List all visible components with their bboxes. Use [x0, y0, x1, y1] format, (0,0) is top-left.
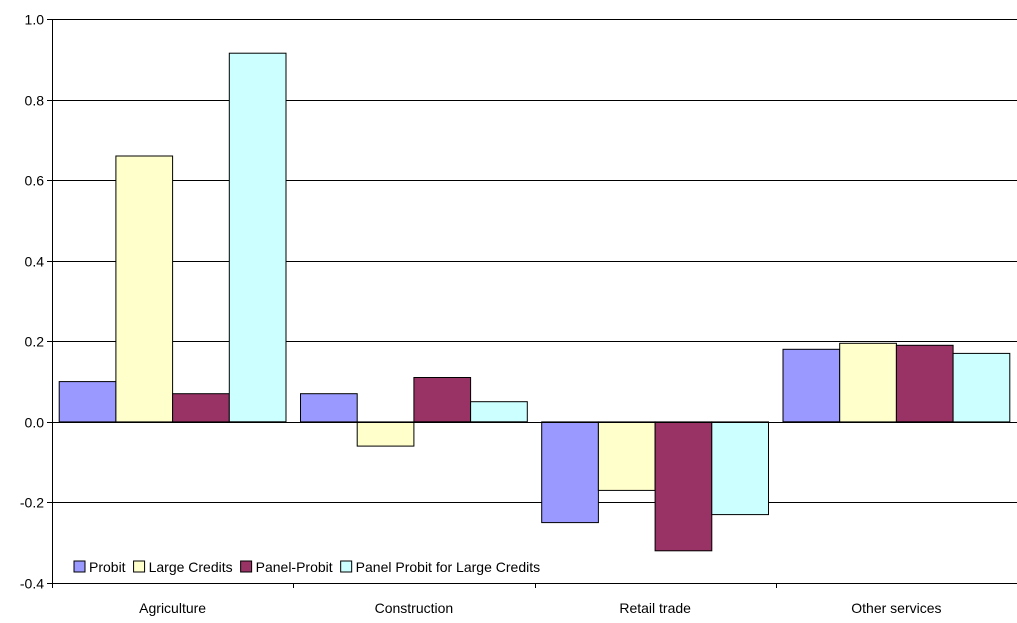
y-tick-label: 1.0	[25, 12, 45, 28]
bars	[58, 52, 1011, 552]
x-tick-label: Retail trade	[619, 600, 691, 616]
bar	[470, 401, 528, 423]
bar	[356, 421, 415, 447]
gridlines	[52, 19, 1017, 584]
bar	[654, 421, 713, 552]
bar	[839, 342, 897, 423]
legend-swatch	[73, 560, 86, 573]
bar	[782, 348, 841, 423]
bar	[115, 155, 174, 423]
legend-label: Probit	[89, 559, 126, 575]
bar	[895, 344, 954, 423]
x-tick-label: Agriculture	[139, 600, 206, 616]
y-tick-label: 0.0	[25, 415, 45, 431]
y-tick-label: -0.2	[20, 495, 44, 511]
x-tick-label: Other services	[851, 600, 941, 616]
legend-label: Panel-Probit	[256, 559, 333, 575]
bar	[228, 52, 287, 423]
y-tick-label: 0.6	[25, 173, 45, 189]
bar	[300, 393, 358, 423]
y-tick-label: 0.8	[25, 93, 45, 109]
bar	[952, 352, 1011, 423]
bar	[58, 381, 117, 423]
bar	[172, 393, 230, 423]
legend-swatch	[133, 560, 146, 573]
legend: Probit Large Credits Panel-Probit Panel Pro…	[73, 559, 540, 575]
y-tick-label: -0.4	[20, 576, 44, 592]
legend-label: Large Credits	[149, 559, 233, 575]
bar	[541, 421, 599, 524]
bar	[413, 377, 472, 423]
legend-swatch	[340, 560, 353, 573]
legend-swatch	[240, 560, 253, 573]
x-tick-label: Construction	[375, 600, 454, 616]
y-tick-label: 0.4	[25, 254, 45, 270]
y-tick-label: 0.2	[25, 334, 45, 350]
bar	[711, 421, 769, 516]
bar	[597, 421, 656, 491]
legend-label: Panel Probit for Large Credits	[356, 559, 540, 575]
axes: 1.0 0.8 0.6 0.4 0.2 0.0 -0.2 -0.4 Agriculture Con…	[20, 12, 1017, 616]
